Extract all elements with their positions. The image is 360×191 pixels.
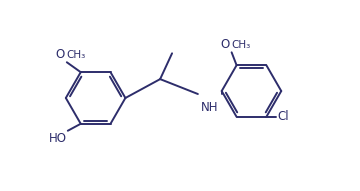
Text: O: O [220, 38, 230, 51]
Text: O: O [55, 48, 65, 61]
Text: CH₃: CH₃ [67, 50, 86, 60]
Text: CH₃: CH₃ [231, 40, 251, 50]
Text: NH: NH [201, 101, 219, 114]
Text: Cl: Cl [277, 110, 289, 123]
Text: HO: HO [49, 132, 67, 145]
